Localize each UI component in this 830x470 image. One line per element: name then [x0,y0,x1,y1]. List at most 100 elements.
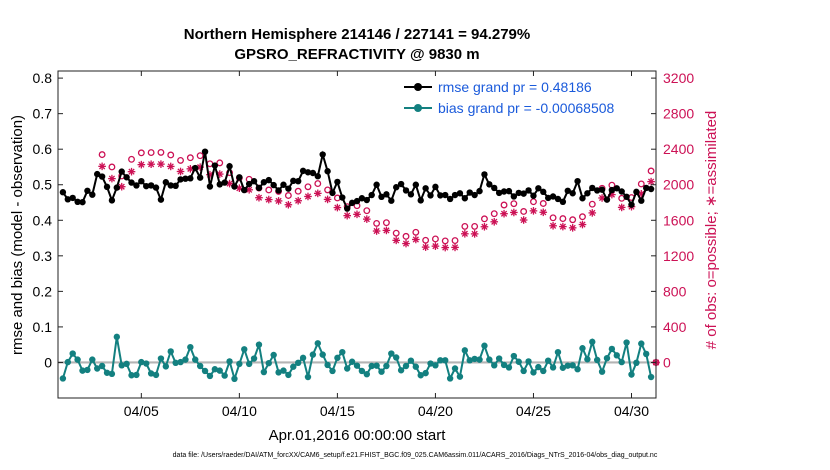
bias-point [363,370,371,378]
obs-possible-point [530,198,537,206]
obs-possible-point [441,237,449,245]
bias-point [324,361,331,369]
rmse-point [64,196,72,203]
bias-point [446,375,454,382]
bias-point [373,362,380,369]
bias-point [123,360,130,368]
obs-assimilated-point [402,239,410,248]
y2-tick-label: 1200 [663,248,694,264]
rmse-point [343,205,351,212]
rmse-point [638,197,645,204]
bias-point [309,351,317,358]
rmse-point [633,188,640,196]
bias-point [593,356,601,364]
bias-point [427,360,434,367]
bias-point [520,367,527,375]
obs-assimilated-point [382,226,391,235]
obs-possible-point [510,200,518,208]
bias-point [59,375,67,382]
rmse-point [275,187,282,194]
obs-assimilated-point [529,207,538,215]
rmse-point [603,196,611,203]
rmse-point [407,191,415,198]
bias-point [241,346,248,353]
obs-assimilated-point [313,189,322,198]
bias-point [167,348,174,355]
rmse-point [143,182,150,190]
rmse-point [59,189,67,196]
rmse-point [270,181,277,189]
bias-point [299,354,307,362]
rmse-point [265,176,272,184]
bias-point [569,362,576,369]
x-tick-label: 04/25 [516,403,551,419]
obs-possible-point [471,222,479,230]
bias-point [613,352,620,359]
obs-possible-point [451,237,459,244]
bias-point [647,373,655,381]
rmse-point [187,175,194,182]
rmse-point [324,168,331,175]
bias-point [633,359,640,367]
rmse-point [241,186,248,194]
rmse-point [299,167,307,175]
obs-assimilated-point [353,210,361,219]
y-tick-label: 0.7 [33,106,53,122]
bias-point [201,367,209,375]
rmse-point [348,199,356,207]
rmse-point [245,180,253,188]
bias-point [196,362,204,370]
y2-tick-label: 2000 [663,177,694,193]
rmse-point [314,173,321,180]
obs-assimilated-point [343,211,351,220]
obs-assimilated-point [578,220,587,229]
bias-point [118,362,125,369]
obs-assimilated-point [372,227,381,235]
obs-possible-point [186,154,194,162]
rmse-point [598,186,606,193]
rmse-point [89,191,96,198]
bias-point [339,348,346,356]
obs-possible-point [422,236,430,244]
bias-point [290,363,297,370]
rmse-point [206,183,214,190]
bias-point [206,372,214,380]
rmse-point [491,184,498,192]
y-tick-label: 0.8 [33,70,53,86]
rmse-point [79,198,86,206]
rmse-point [236,174,243,181]
rmse-point [103,183,111,191]
rmse-point [216,181,223,188]
rmse-point [530,192,537,199]
obs-possible-point [373,219,381,227]
rmse-point [432,183,439,191]
bias-point [265,359,272,367]
obs-possible-point [196,152,204,160]
bias-point [608,345,616,353]
bias-point [152,371,160,379]
bias-point [564,362,571,369]
bias-point [618,358,625,366]
bias-point [584,356,591,363]
bias-point [162,363,170,370]
rmse-point [618,188,625,195]
rmse-point [368,191,375,199]
rmse-point [231,183,238,190]
rmse-point [613,185,620,192]
bias-point [540,367,547,375]
rmse-point [221,179,228,186]
bias-point [451,365,459,372]
bias-point [177,358,184,366]
y-tick-label: 0.5 [33,177,53,193]
rmse-point [108,197,116,204]
bias-point [103,369,111,376]
rmse-point [378,193,385,201]
rmse-point [304,169,312,176]
rmse-point [118,168,125,175]
rmse-point [422,185,429,192]
obs-possible-point [363,207,371,215]
rmse-point [84,187,91,194]
bias-point [143,360,150,367]
bias-point [113,333,121,341]
